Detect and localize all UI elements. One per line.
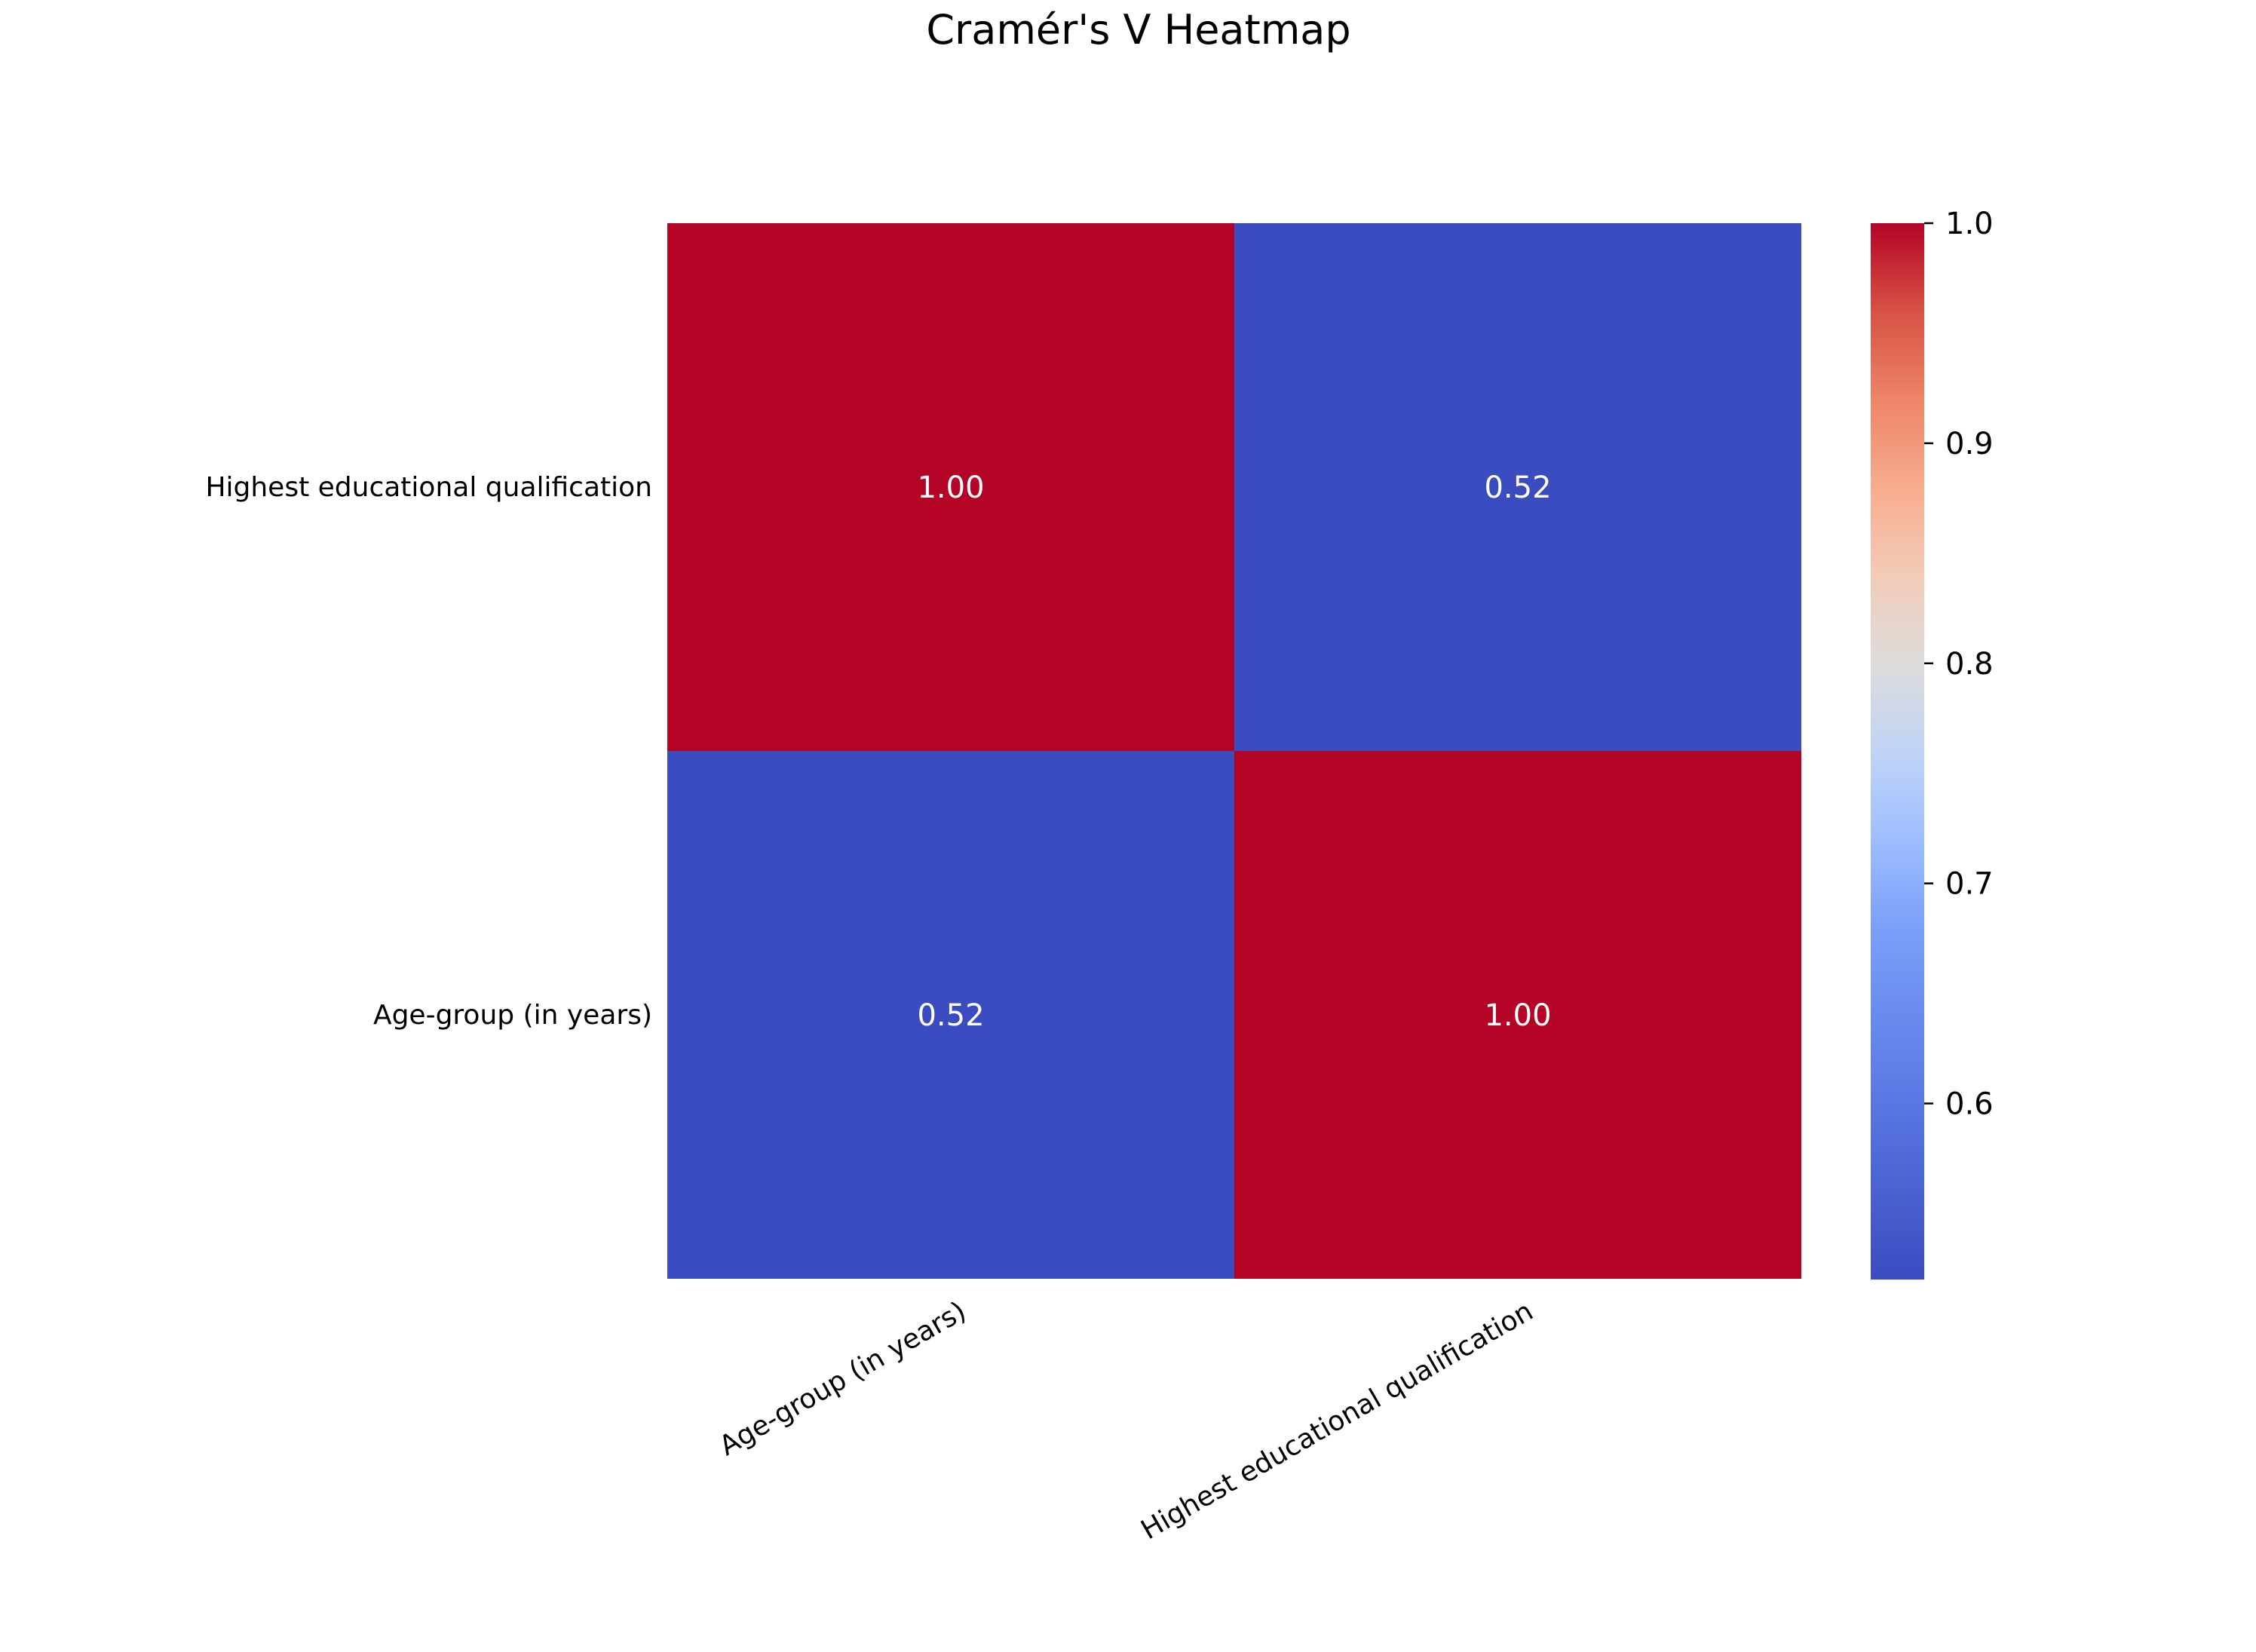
x-tick-label: Age-group (in years) (714, 1295, 971, 1462)
cell-annotation-r1-c0: 0.52 (917, 998, 984, 1033)
x-axis-tick-labels: Age-group (in years) Highest educational … (714, 1295, 1538, 1546)
colorbar-ticks: 0.6 0.7 0.8 0.9 1.0 (1924, 207, 1994, 1122)
colorbar-tick-label: 0.6 (1945, 1087, 1994, 1122)
colorbar (1871, 223, 1924, 1280)
cell-annotation-r0-c1: 0.52 (1484, 470, 1551, 505)
cell-annotation-r0-c0: 1.00 (917, 470, 984, 505)
colorbar-tick-label: 0.8 (1945, 647, 1994, 682)
heatmap-cell-r1-c0 (667, 751, 1234, 1279)
colorbar-tick-label: 0.9 (1945, 427, 1994, 461)
cell-annotation-r1-c1: 1.00 (1484, 998, 1551, 1033)
heatmap-cells (667, 223, 1801, 1279)
y-tick-label: Highest educational qualification (205, 472, 652, 503)
cell-annotations: 1.00 0.52 0.52 1.00 (917, 470, 1551, 1033)
colorbar-tick-label: 1.0 (1945, 207, 1994, 241)
colorbar-gradient (1871, 223, 1924, 1280)
heatmap-cell-r1-c1 (1234, 751, 1801, 1279)
y-tick-label: Age-group (in years) (373, 1000, 652, 1031)
chart-title: Cramér's V Heatmap (926, 6, 1350, 54)
x-tick-label: Highest educational qualification (1136, 1295, 1539, 1546)
y-axis-tick-labels: Highest educational qualification Age-gro… (205, 472, 652, 1031)
heatmap-cell-r0-c0 (667, 223, 1234, 751)
heatmap-cell-r0-c1 (1234, 223, 1801, 751)
colorbar-tick-label: 0.7 (1945, 867, 1994, 902)
